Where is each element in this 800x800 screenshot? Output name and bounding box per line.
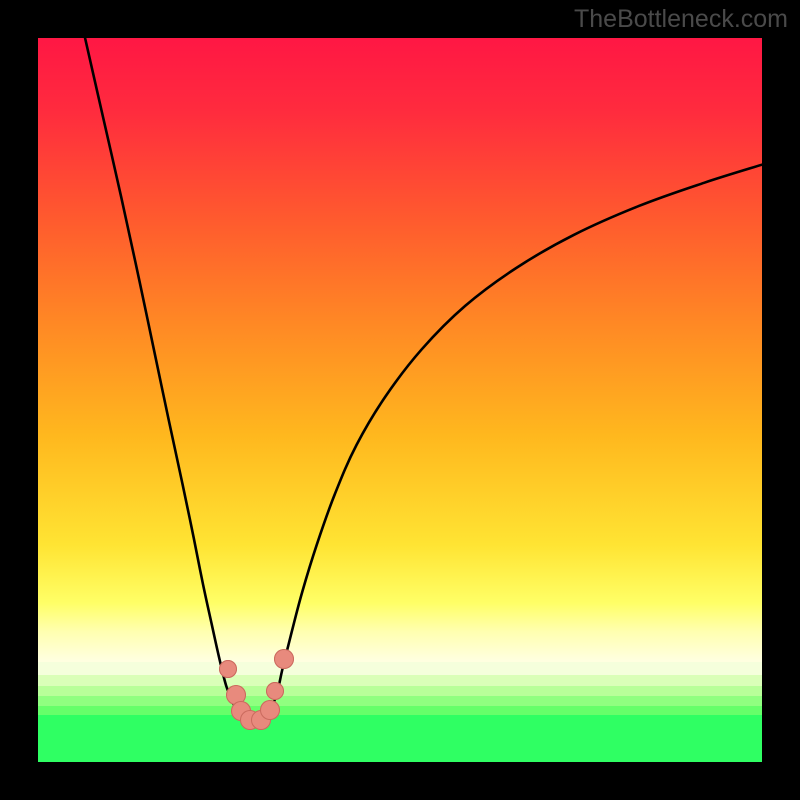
data-marker xyxy=(266,682,284,700)
data-marker xyxy=(260,700,280,720)
bottleneck-curve xyxy=(38,38,762,762)
curve-path xyxy=(85,38,249,720)
data-marker xyxy=(219,660,237,678)
watermark-text: TheBottleneck.com xyxy=(574,5,788,34)
chart-plot-area xyxy=(38,38,762,762)
curve-path xyxy=(264,165,762,720)
data-marker xyxy=(274,649,294,669)
